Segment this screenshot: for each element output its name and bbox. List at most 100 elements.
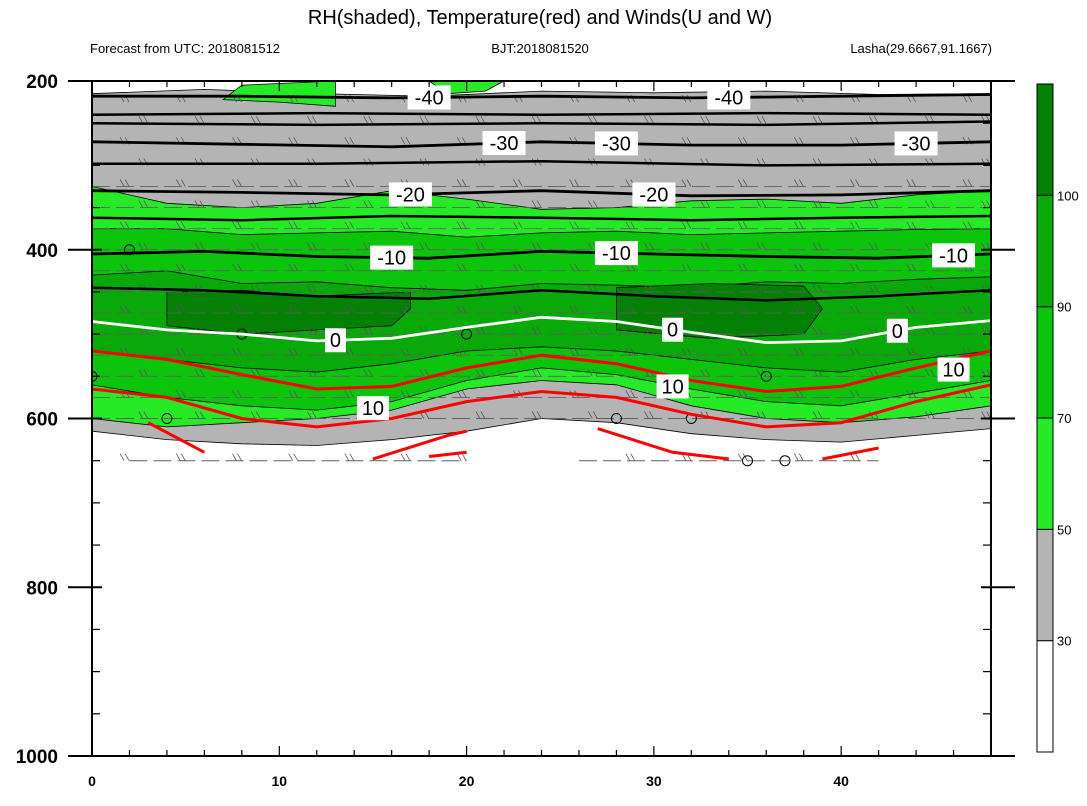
wind-barb xyxy=(868,200,879,208)
wind-barb xyxy=(344,305,355,314)
wind-barb xyxy=(737,263,748,271)
contour-label-text: -20 xyxy=(396,184,425,206)
wind-barb xyxy=(119,221,130,229)
wind-barb xyxy=(288,390,299,398)
contour-label-box xyxy=(388,182,432,207)
wind-barb xyxy=(681,179,692,187)
wind-barb xyxy=(793,221,804,229)
colorbar-segment xyxy=(1036,194,1054,308)
wind-barb xyxy=(569,263,579,271)
chart-title: RH(shaded), Temperature(red) and Winds(U… xyxy=(308,7,772,29)
wind-barb xyxy=(363,116,373,124)
y-tick-label: 800 xyxy=(26,578,58,599)
wind-barb xyxy=(925,411,935,419)
wind-barb xyxy=(981,326,991,335)
temperature-line xyxy=(372,429,467,461)
wind-barb xyxy=(868,284,879,293)
wind-barb xyxy=(250,284,261,293)
wind-barb xyxy=(700,116,711,124)
wind-barb xyxy=(981,411,991,419)
isotherm-line xyxy=(92,111,991,117)
wind-barb xyxy=(138,369,149,377)
contour-label-box xyxy=(594,131,638,156)
wind-barb xyxy=(812,242,823,250)
temperature-line xyxy=(92,349,991,394)
wind-barb xyxy=(456,263,467,271)
wind-barb xyxy=(868,369,879,377)
wind-barb xyxy=(475,369,486,377)
wind-barb xyxy=(288,263,299,271)
wind-barb xyxy=(644,411,654,419)
wind-barb xyxy=(737,137,748,145)
wind-barb xyxy=(681,221,692,229)
contour-label-text: -30 xyxy=(490,133,519,155)
x-tick-label: 10 xyxy=(272,773,288,789)
isotherm-line xyxy=(92,120,991,127)
wind-barb xyxy=(850,305,860,314)
wind-barb xyxy=(625,453,636,461)
calm-wind-circle xyxy=(779,455,791,467)
wind-barb xyxy=(344,453,355,461)
wind-barb xyxy=(531,200,542,208)
wind-barb xyxy=(737,453,748,461)
wind-barb xyxy=(681,137,692,145)
wind-barb xyxy=(756,242,767,250)
wind-barb xyxy=(419,242,430,250)
wind-barb xyxy=(925,326,935,335)
isotherm--20 xyxy=(92,189,991,198)
station-label: Lasha(29.6667,91.1667) xyxy=(850,41,992,56)
wind-barb xyxy=(307,369,317,377)
wind-barb xyxy=(737,221,748,229)
wind-barb xyxy=(344,179,355,187)
contour-label: -10 xyxy=(370,245,414,270)
wind-barb xyxy=(475,411,486,419)
calm-wind-circle xyxy=(161,413,173,424)
contour-label-box xyxy=(324,328,346,353)
colorbar-label: 100 xyxy=(1057,188,1079,203)
wind-barb xyxy=(400,305,411,314)
wind-barb xyxy=(363,369,373,377)
x-tick-label: 20 xyxy=(459,773,475,789)
wind-barb xyxy=(138,116,149,124)
contour-label-box xyxy=(632,182,676,207)
contour-label-box xyxy=(662,317,684,342)
isotherm--30 xyxy=(92,140,991,149)
contour-label: -40 xyxy=(407,85,451,110)
wind-barb xyxy=(569,348,579,356)
wind-barb xyxy=(850,137,860,145)
wind-barb xyxy=(175,305,186,314)
temperature-line xyxy=(822,446,879,461)
y-tick-label: 200 xyxy=(26,72,58,93)
temperature-lines-layer xyxy=(92,349,991,461)
wind-barb xyxy=(906,390,917,398)
wind-barb xyxy=(250,369,261,377)
wind-barb xyxy=(812,116,823,124)
wind-barb xyxy=(700,369,711,377)
wind-barb xyxy=(119,179,130,187)
wind-barb xyxy=(363,284,373,293)
wind-barb xyxy=(119,263,130,271)
rh-shading-layer xyxy=(92,81,991,446)
contour-label-text: 10 xyxy=(661,376,683,398)
wind-barb xyxy=(756,326,767,335)
isotherm-0 xyxy=(92,315,991,345)
y-tick-label: 1000 xyxy=(16,747,58,768)
isotherm-line xyxy=(92,159,991,167)
wind-barb xyxy=(475,242,486,250)
isotherm-layer xyxy=(92,93,991,345)
wind-barb xyxy=(812,411,823,419)
wind-barb xyxy=(625,390,636,398)
contour-label: -40 xyxy=(707,85,751,110)
wind-barb xyxy=(250,411,261,419)
contour-label-text: -10 xyxy=(377,248,406,270)
contour-label: 0 xyxy=(886,318,908,343)
wind-barb xyxy=(419,369,430,377)
wind-barb xyxy=(700,242,711,250)
contour-label: -30 xyxy=(482,131,526,156)
wind-barb xyxy=(175,179,186,187)
temperature-line xyxy=(92,383,991,429)
colorbar-segment xyxy=(1036,528,1054,642)
wind-barb xyxy=(756,116,767,124)
